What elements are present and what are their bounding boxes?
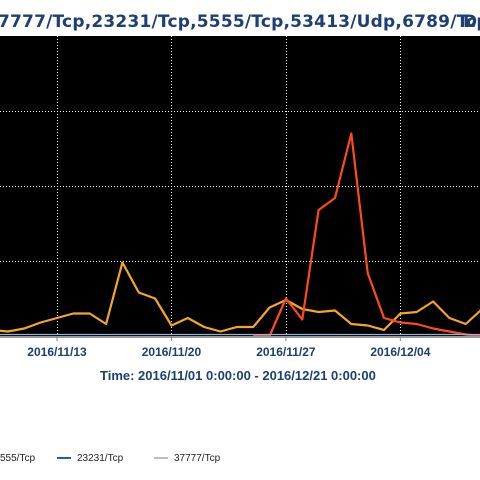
chart-title: 7777/Tcp,23231/Tcp,5555/Tcp,53413/Udp,67…	[0, 6, 480, 34]
legend-item-23231-tcp[interactable]: 23231/Tcp	[57, 446, 123, 470]
chart-title-tail: De	[463, 12, 480, 32]
x-tick-label-0: 2016/11/13	[27, 345, 87, 359]
x-tick-label-3: 2016/12/04	[370, 345, 430, 359]
time-range-label: Time: 2016/11/01 0:00:00 - 2016/12/21 0:…	[100, 368, 376, 383]
x-tick-label-1: 2016/11/20	[142, 345, 202, 359]
x-axis-line	[0, 336, 480, 338]
legend-label-555: 555/Tcp	[0, 452, 36, 464]
chart-title-ports: 7777/Tcp,23231/Tcp,5555/Tcp,53413/Udp,67…	[0, 12, 480, 32]
legend-item-555-tcp[interactable]: 555/Tcp	[0, 446, 35, 470]
legend-swatch-23231	[57, 457, 71, 459]
legend-swatch-37777	[154, 457, 168, 459]
legend-label-37777: 37777/Tcp	[174, 452, 221, 464]
x-tick-label-2: 2016/11/27	[256, 345, 316, 359]
chart-legend: 555/Tcp 23231/Tcp 37777/Tcp	[0, 446, 480, 470]
legend-item-37777-tcp[interactable]: 37777/Tcp	[154, 446, 220, 470]
legend-label-23231: 23231/Tcp	[77, 452, 124, 464]
